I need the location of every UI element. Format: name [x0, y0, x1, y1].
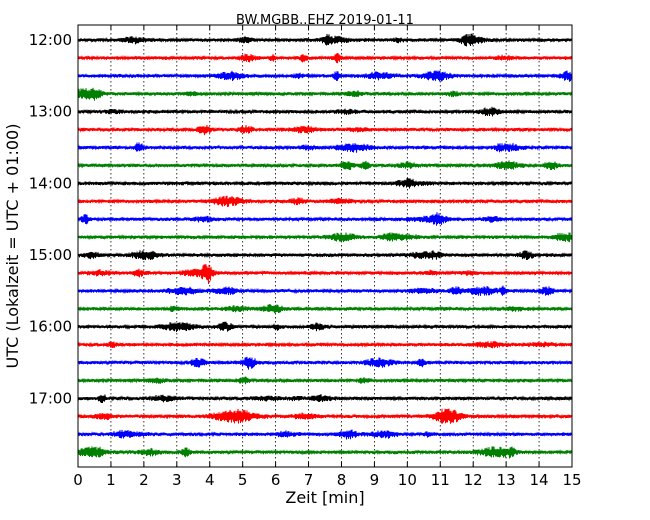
trace-1400 — [77, 177, 573, 189]
x-tick-label: 13 — [497, 471, 516, 489]
x-tick-label: 12 — [464, 471, 483, 489]
trace-1330 — [77, 142, 573, 153]
trace-1630 — [77, 356, 573, 370]
x-tick-label: 10 — [398, 471, 417, 489]
y-tick-label: 14:00 — [29, 174, 72, 192]
y-axis-label: UTC (Lokalzeit = UTC + 01:00) — [3, 124, 22, 369]
x-tick-label: 8 — [337, 471, 347, 489]
trace-1645 — [77, 376, 573, 385]
trace-1700 — [77, 394, 573, 403]
x-tick-label: 1 — [106, 471, 116, 489]
x-tick-label: 4 — [205, 471, 215, 489]
trace-1545 — [77, 304, 573, 314]
trace-1230 — [77, 70, 573, 82]
trace-1730 — [77, 429, 573, 440]
trace-1200 — [77, 33, 573, 47]
x-tick-label: 9 — [370, 471, 380, 489]
x-tick-label: 3 — [172, 471, 182, 489]
x-tick-label: 0 — [73, 471, 83, 489]
x-tick-label: 7 — [304, 471, 314, 489]
trace-1300 — [77, 106, 573, 117]
y-tick-label: 16:00 — [29, 318, 72, 336]
x-tick-label: 6 — [271, 471, 281, 489]
trace-1445 — [77, 232, 573, 243]
trace-1500 — [77, 250, 573, 261]
traces — [77, 33, 573, 459]
y-tick-label: 13:00 — [29, 103, 72, 121]
y-tick-label: 15:00 — [29, 246, 72, 264]
chart-title: BW.MGBB..EHZ 2019-01-11 — [236, 13, 414, 28]
trace-1430 — [77, 212, 573, 226]
trace-1245 — [77, 87, 573, 101]
x-tick-label: 5 — [238, 471, 248, 489]
trace-1715 — [77, 408, 573, 424]
x-tick-label: 14 — [530, 471, 549, 489]
y-axis-ticks: 12:00 13:00 14:00 15:00 16:00 17:00 — [29, 31, 572, 407]
x-axis-ticks: 0 1 2 3 4 5 6 7 8 9 10 11 12 13 14 15 — [73, 25, 582, 489]
trace-1415 — [77, 195, 573, 208]
plot-frame — [77, 24, 573, 468]
y-tick-label: 17:00 — [29, 389, 72, 407]
x-axis-label: Zeit [min] — [285, 488, 364, 507]
trace-1600 — [77, 321, 573, 333]
trace-1215 — [77, 53, 573, 64]
trace-1315 — [77, 124, 573, 136]
trace-1345 — [77, 160, 573, 171]
x-tick-label: 11 — [431, 471, 450, 489]
trace-1530 — [77, 285, 573, 296]
trace-1615 — [77, 341, 573, 349]
trace-1515 — [77, 264, 573, 284]
x-tick-label: 15 — [562, 471, 581, 489]
y-tick-label: 12:00 — [29, 31, 72, 49]
x-tick-label: 2 — [139, 471, 149, 489]
trace-1745 — [77, 446, 573, 459]
grid-lines — [110, 25, 540, 467]
